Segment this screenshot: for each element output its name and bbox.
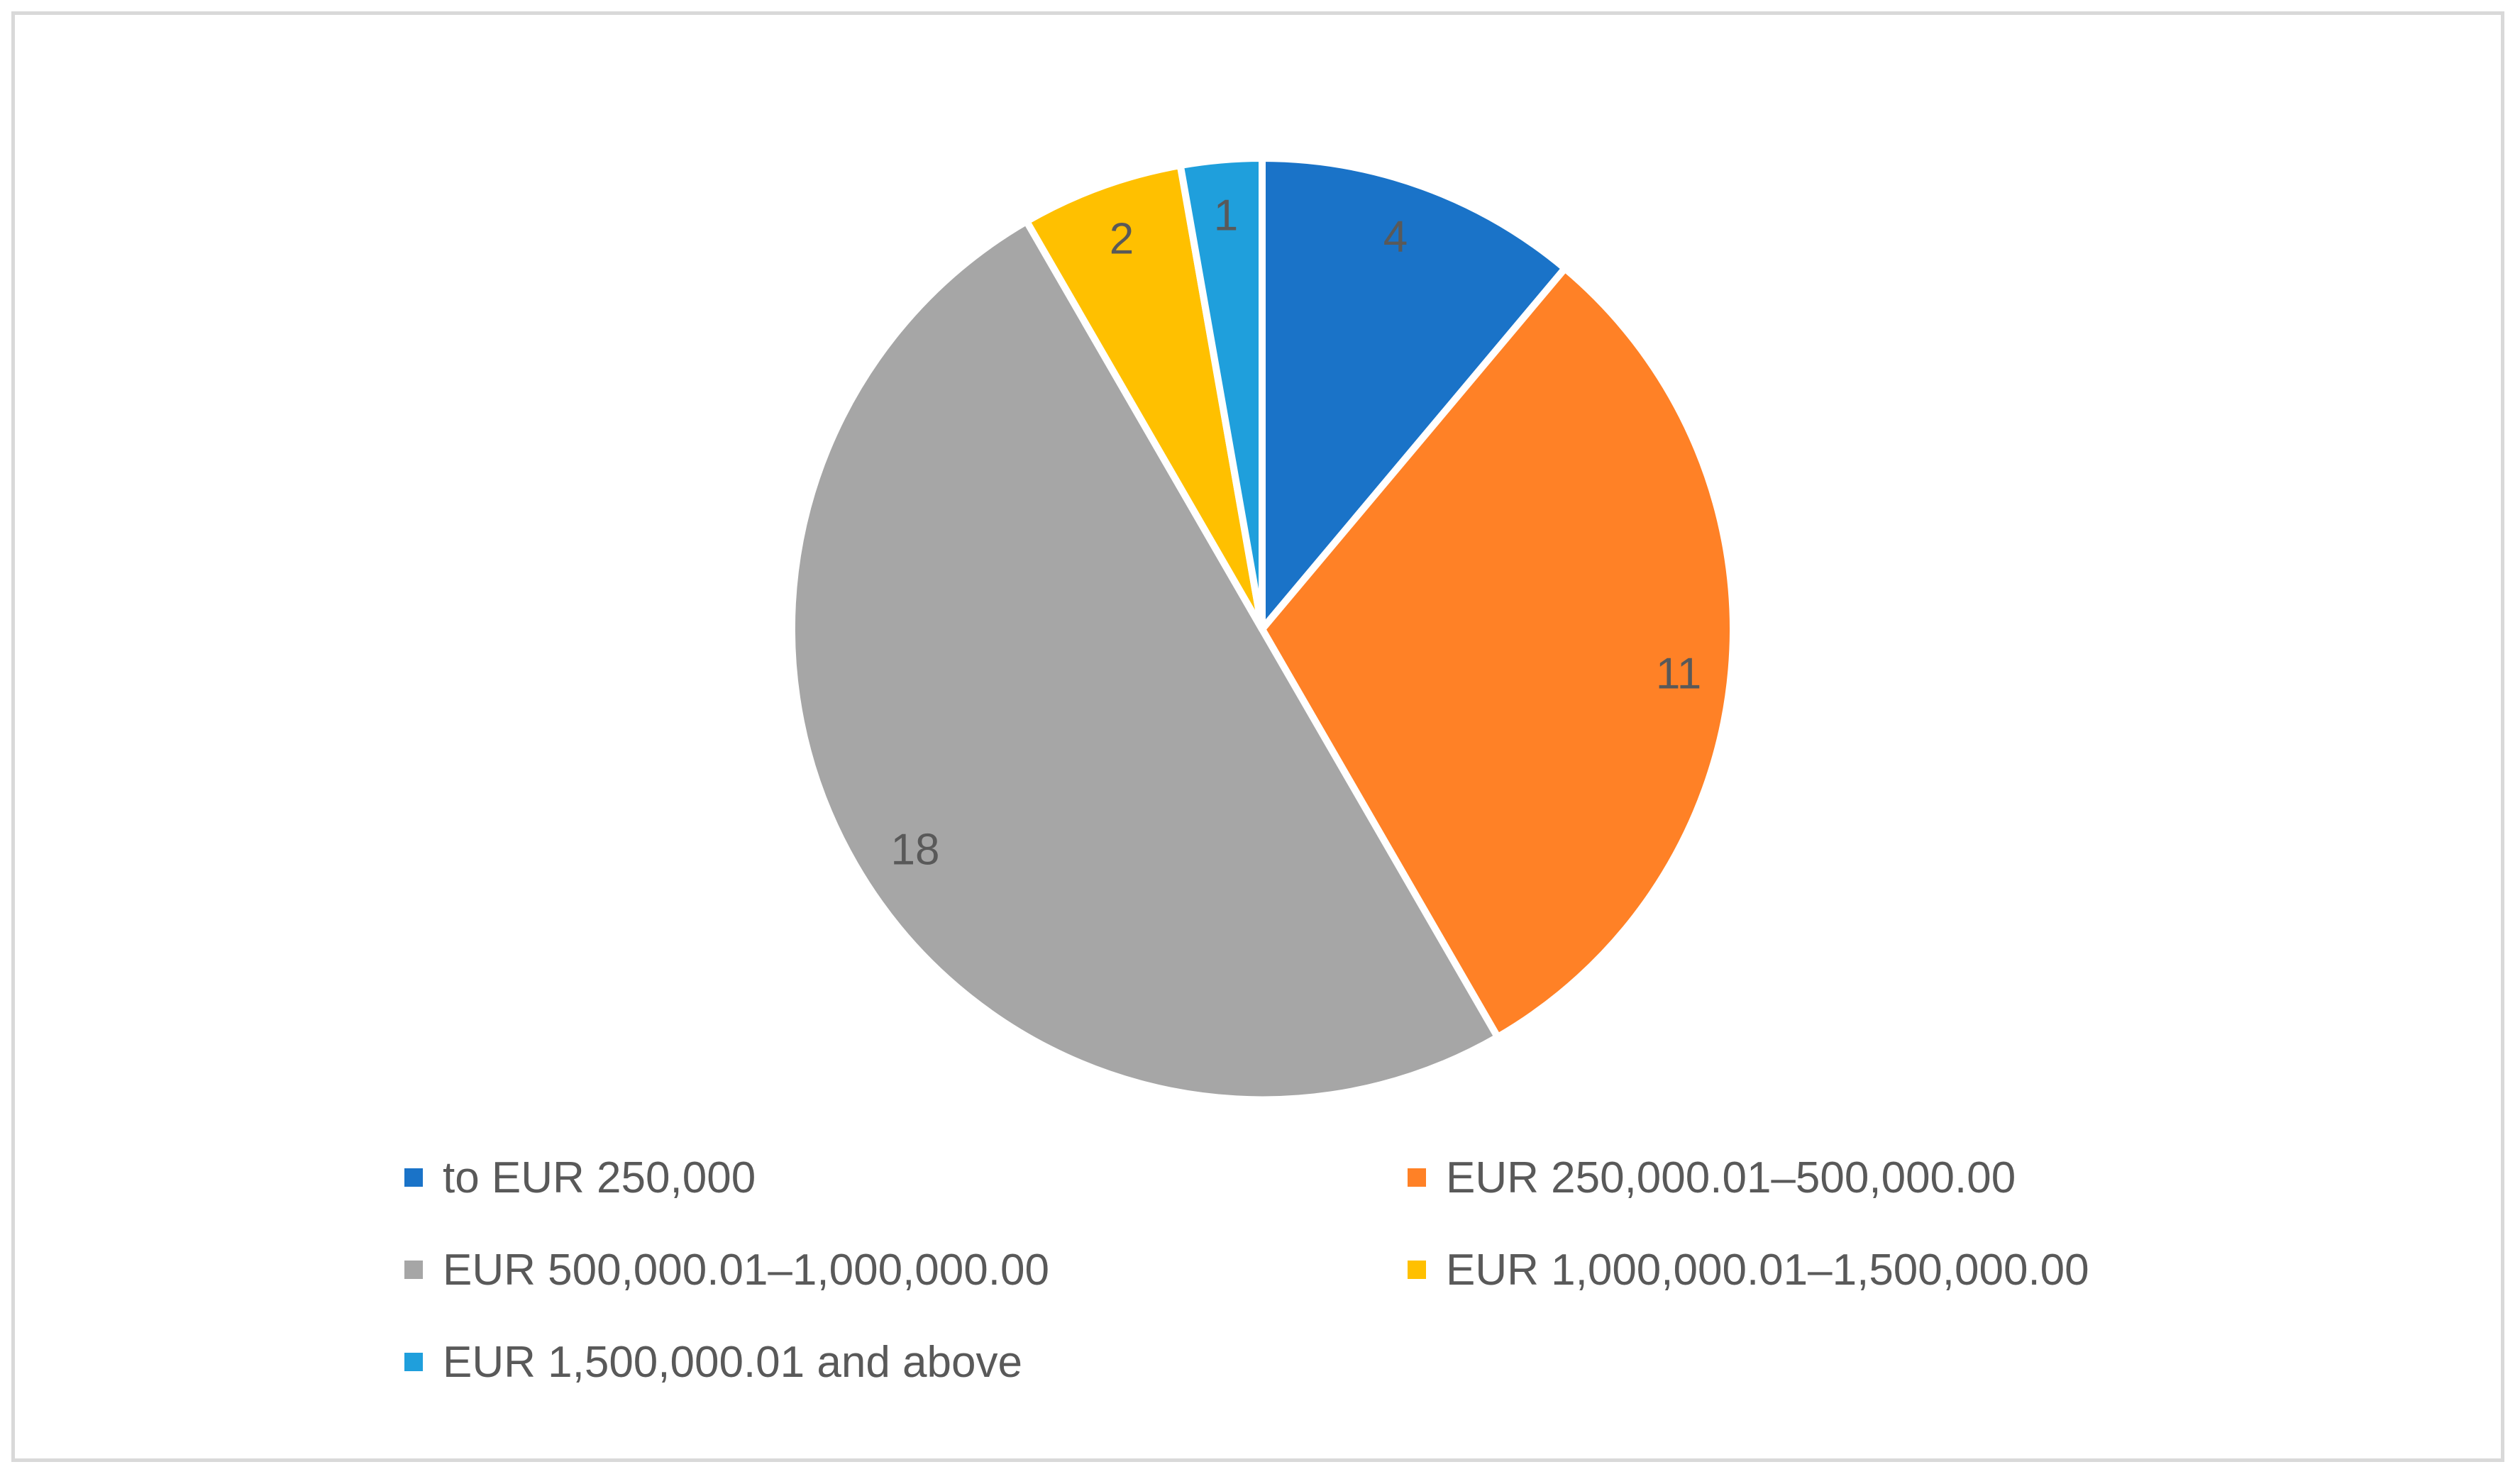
legend-swatch-1 [1408,1168,1426,1187]
data-label-0: 4 [1383,212,1408,261]
legend-label-3: EUR 1,000,000.01–1,500,000.00 [1446,1245,2089,1295]
pie-slices [788,155,1737,1104]
pie-slice-4 [1176,155,1266,633]
legend-item-0: to EUR 250,000 [404,1149,756,1206]
legend-item-2: EUR 500,000.01–1,000,000.00 [404,1241,1049,1298]
legend-label-4: EUR 1,500,000.01 and above [443,1337,1022,1387]
pie-chart: 4 11 18 2 1 [788,155,1737,1104]
data-label-1: 11 [1656,649,1701,698]
legend-label-0: to EUR 250,000 [443,1153,756,1202]
data-label-4: 1 [1214,191,1238,240]
data-label-3: 2 [1110,214,1134,263]
chart-frame: 4 11 18 2 1 to EUR 250,000 EUR 250,000.01–50… [11,11,2504,1462]
pie-slice-0 [1259,155,1569,633]
pie-data-labels: 4 11 18 2 1 [891,191,1702,874]
legend-item-1: EUR 250,000.01–500,000.00 [1408,1149,2016,1206]
legend-item-4: EUR 1,500,000.01 and above [404,1334,1022,1390]
legend-swatch-2 [404,1261,423,1279]
legend-item-3: EUR 1,000,000.01–1,500,000.00 [1408,1241,2089,1298]
legend-swatch-3 [1408,1261,1426,1279]
pie-slice-1 [1259,265,1737,1041]
legend-label-1: EUR 250,000.01–500,000.00 [1446,1153,2016,1202]
legend-swatch-4 [404,1353,423,1371]
legend-label-2: EUR 500,000.01–1,000,000.00 [443,1245,1049,1295]
pie-slice-3 [1023,162,1266,633]
pie-slice-2 [788,217,1501,1104]
legend-swatch-0 [404,1168,423,1187]
data-label-2: 18 [891,825,940,874]
